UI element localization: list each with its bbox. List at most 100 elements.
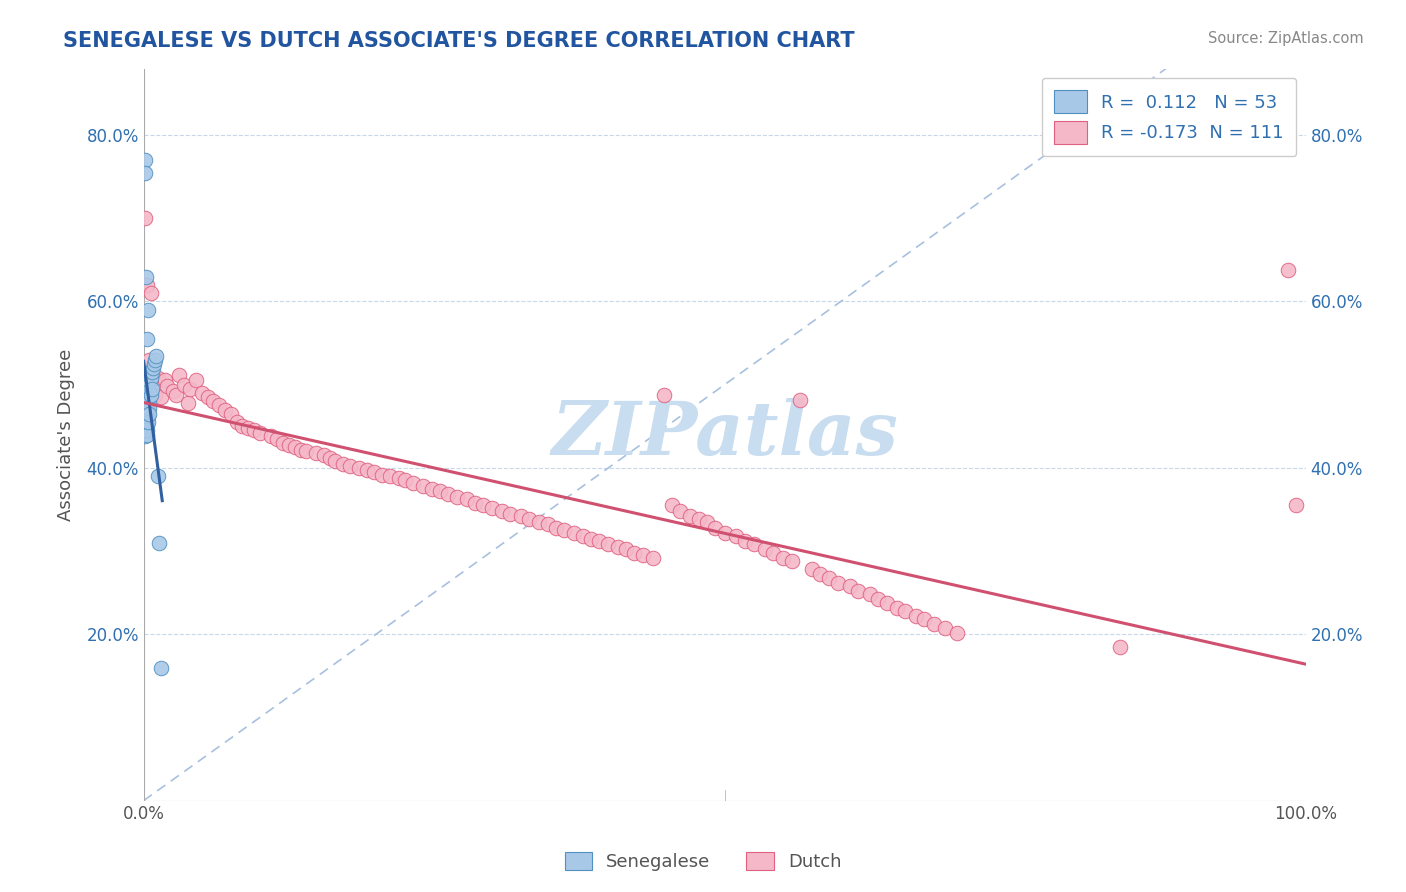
Point [139, 286, 162, 301]
Point [456, 492, 478, 507]
Point [437, 487, 460, 501]
Point [402, 475, 425, 490]
Point [135, 412, 157, 426]
Point [134, 421, 156, 435]
Point [332, 457, 354, 471]
Point [553, 523, 575, 537]
Point [669, 504, 692, 518]
Point [260, 429, 283, 443]
Point [179, 382, 201, 396]
Point [162, 384, 184, 399]
Point [464, 496, 486, 510]
Point [762, 546, 785, 560]
Point [148, 535, 170, 549]
Point [138, 392, 160, 407]
Point [378, 469, 401, 483]
Point [134, 396, 156, 410]
Point [136, 417, 159, 432]
Point [219, 407, 242, 421]
Point [173, 377, 195, 392]
Point [876, 596, 898, 610]
Point [481, 500, 503, 515]
Point [136, 382, 159, 396]
Point [893, 604, 915, 618]
Point [363, 465, 385, 479]
Point [388, 471, 411, 485]
Point [134, 165, 156, 179]
Point [713, 525, 735, 540]
Point [165, 387, 187, 401]
Point [136, 404, 159, 418]
Point [167, 368, 190, 382]
Point [134, 415, 156, 429]
Point [156, 379, 179, 393]
Point [214, 402, 236, 417]
Point [136, 411, 159, 425]
Point [652, 387, 675, 401]
Point [498, 507, 520, 521]
Legend: R =  0.112   N = 53, R = -0.173  N = 111: R = 0.112 N = 53, R = -0.173 N = 111 [1042, 78, 1296, 156]
Point [827, 575, 849, 590]
Point [394, 473, 416, 487]
Point [772, 550, 794, 565]
Point [325, 454, 347, 468]
Point [135, 424, 157, 438]
Point [696, 515, 718, 529]
Point [134, 153, 156, 167]
Point [150, 660, 173, 674]
Point [134, 211, 156, 226]
Point [859, 587, 882, 601]
Point [146, 469, 169, 483]
Point [866, 592, 889, 607]
Point [510, 509, 533, 524]
Point [491, 504, 513, 518]
Point [136, 390, 159, 404]
Point [572, 529, 595, 543]
Y-axis label: Associate's Degree: Associate's Degree [58, 349, 75, 521]
Point [304, 446, 326, 460]
Point [134, 425, 156, 440]
Point [800, 562, 823, 576]
Point [136, 409, 159, 424]
Point [142, 361, 165, 376]
Point [138, 407, 160, 421]
Legend: Senegalese, Dutch: Senegalese, Dutch [557, 845, 849, 879]
Point [411, 479, 433, 493]
Point [238, 421, 260, 435]
Point [135, 387, 157, 401]
Point [136, 277, 159, 292]
Text: SENEGALESE VS DUTCH ASSOCIATE'S DEGREE CORRELATION CHART: SENEGALESE VS DUTCH ASSOCIATE'S DEGREE C… [63, 31, 855, 51]
Point [780, 554, 803, 568]
Point [734, 534, 756, 549]
Point [284, 440, 307, 454]
Point [808, 567, 831, 582]
Point [184, 374, 207, 388]
Point [135, 401, 157, 415]
Point [136, 302, 159, 317]
Point [318, 450, 340, 465]
Point [134, 386, 156, 401]
Point [136, 402, 159, 417]
Point [231, 419, 253, 434]
Point [139, 387, 162, 401]
Point [225, 415, 247, 429]
Point [136, 399, 159, 413]
Point [312, 449, 335, 463]
Point [688, 512, 710, 526]
Point [295, 444, 318, 458]
Point [136, 415, 159, 429]
Point [143, 352, 166, 367]
Point [135, 369, 157, 384]
Point [633, 548, 655, 562]
Point [136, 332, 159, 346]
Point [136, 427, 159, 442]
Point [1285, 498, 1308, 512]
Point [136, 424, 159, 438]
Point [1277, 263, 1299, 277]
Point [136, 387, 159, 401]
Point [243, 424, 266, 438]
Point [208, 399, 231, 413]
Point [141, 382, 163, 396]
Point [579, 532, 602, 546]
Point [177, 396, 200, 410]
